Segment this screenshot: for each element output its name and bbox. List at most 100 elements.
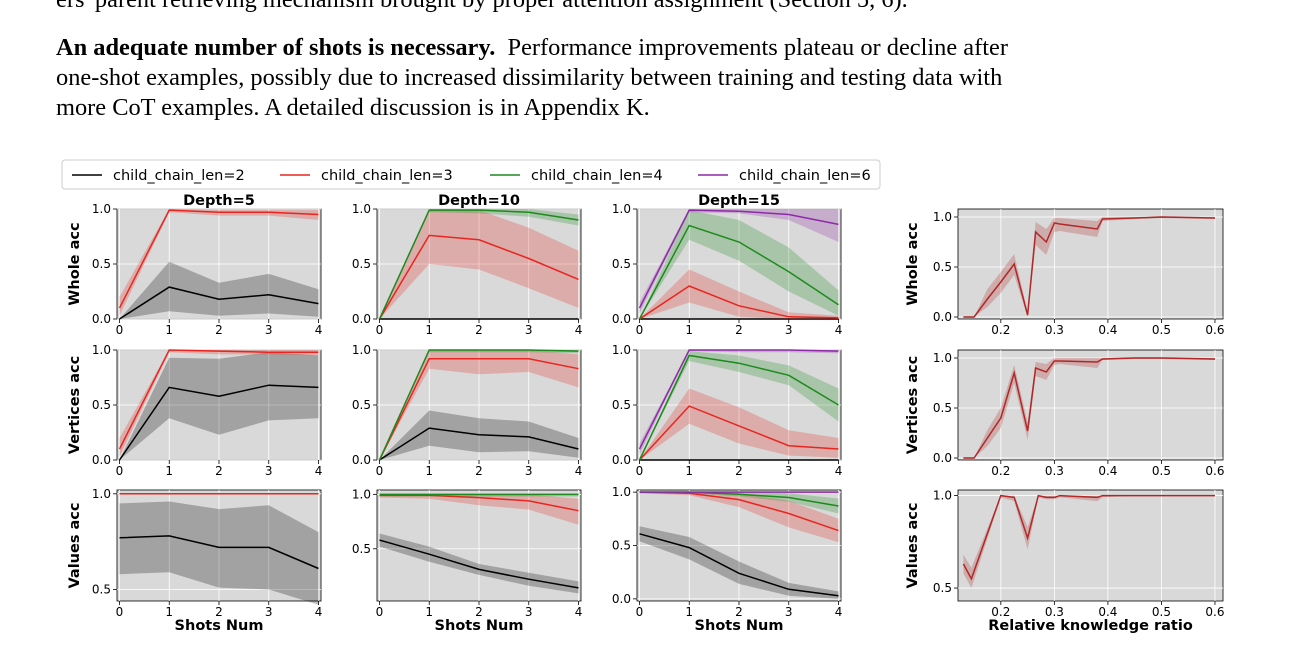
y-tick-label: 0.5 — [612, 398, 631, 412]
x-tick-label: 1 — [425, 605, 433, 619]
x-tick-label: 4 — [575, 605, 583, 619]
x-tick-label: 4 — [315, 605, 323, 619]
series-line-child_chain_len=3 — [638, 405, 839, 461]
confidence-band-child_chain_len=2 — [119, 352, 319, 460]
y-tick-label: 0.0 — [933, 310, 952, 324]
panel-depth10-vertices: 0 1 2 3 4 0.0 0.5 1.0 — [352, 343, 582, 478]
x-tick-label: 0 — [376, 323, 384, 337]
y-tick-label: 0.5 — [933, 401, 952, 415]
y-axis-label: Values acc — [905, 503, 921, 589]
y-tick-label: 0.0 — [612, 453, 631, 467]
x-tick-label: 0.3 — [1045, 464, 1064, 478]
confidence-band-child_chain_len=3 — [379, 210, 579, 319]
x-tick-label: 0.5 — [1152, 323, 1171, 337]
legend-frame — [61, 159, 881, 190]
confidence-band-child_chain_len=3 — [639, 492, 839, 543]
series-line-child_chain_len=3 — [118, 209, 319, 309]
y-tick-label: 0.5 — [92, 398, 111, 412]
x-tick-label: 1 — [685, 605, 693, 619]
panel-title: Depth=15 — [698, 193, 780, 209]
x-tick-label: 1 — [425, 323, 433, 337]
x-tick-label: 3 — [785, 605, 793, 619]
confidence-band-child_chain_len=4 — [639, 351, 839, 460]
y-tick-label: 0.0 — [352, 312, 371, 326]
confidence-band-child_chain_len=2 — [119, 501, 319, 605]
y-tick-label: 0.0 — [92, 312, 111, 326]
x-tick-label: 1 — [685, 464, 693, 478]
x-tick-label: 0.2 — [991, 605, 1010, 619]
confidence-band-ratio — [963, 217, 1215, 317]
y-tick-label: 1.0 — [612, 485, 631, 499]
y-axis-label: Whole acc — [67, 222, 83, 305]
x-tick-label: 1 — [165, 605, 173, 619]
x-tick-label: 0.5 — [1152, 605, 1171, 619]
x-tick-label: 0.5 — [1152, 464, 1171, 478]
confidence-band-child_chain_len=2 — [639, 526, 839, 599]
series-line-child_chain_len=2 — [119, 286, 319, 320]
y-tick-label: 0.5 — [352, 257, 371, 271]
y-tick-label: 0.5 — [933, 581, 952, 595]
x-tick-label: 0.4 — [1098, 464, 1117, 478]
y-tick-label: 0.0 — [612, 592, 631, 606]
legend-label: child_chain_len=2 — [113, 168, 245, 184]
x-tick-label: 1 — [685, 323, 693, 337]
x-tick-label: 2 — [215, 464, 223, 478]
y-tick-label: 0.5 — [92, 583, 111, 597]
x-tick-label: 0 — [636, 464, 644, 478]
y-tick-label: 1.0 — [92, 202, 111, 216]
y-tick-label: 1.0 — [92, 343, 111, 357]
x-tick-label: 3 — [265, 464, 273, 478]
text-line-3: more CoT examples. A detailed discussion… — [56, 94, 650, 121]
y-axis-label: Vertices acc — [905, 356, 921, 454]
x-tick-label: 4 — [575, 464, 583, 478]
y-tick-label: 0.0 — [612, 312, 631, 326]
panel-depth5-vertices: 0 1 2 3 4 0.0 0.5 1.0 Vertices acc — [67, 343, 322, 478]
x-tick-label: 0.4 — [1098, 323, 1117, 337]
confidence-band-child_chain_len=3 — [379, 494, 579, 525]
series-line-child_chain_len=6 — [638, 209, 839, 309]
confidence-band-child_chain_len=3 — [379, 350, 579, 460]
y-tick-label: 0.5 — [933, 260, 952, 274]
x-tick-label: 4 — [575, 323, 583, 337]
text-line-1: An adequate number of shots is necessary… — [56, 34, 1008, 62]
x-tick-label: 0 — [636, 323, 644, 337]
x-tick-label: 1 — [425, 464, 433, 478]
panel-depth10-values: 0 1 2 3 4 0.5 1.0 Shots Num — [352, 487, 582, 634]
series-line-child_chain_len=4 — [638, 354, 839, 461]
confidence-band-child_chain_len=4 — [379, 209, 579, 319]
series-line-child_chain_len=2 — [118, 384, 319, 461]
x-tick-label: 1 — [165, 323, 173, 337]
y-tick-label: 1.0 — [352, 487, 371, 501]
y-tick-label: 1.0 — [612, 343, 631, 357]
panel-depth15-whole: 0 1 2 3 4 0.0 0.5 1.0 Depth=15 — [612, 193, 842, 337]
x-tick-label: 3 — [525, 605, 533, 619]
series-line-child_chain_len=3 — [118, 349, 319, 450]
series-line-child_chain_len=3 — [639, 285, 839, 320]
legend-label: child_chain_len=4 — [531, 168, 663, 184]
x-tick-label: 3 — [525, 464, 533, 478]
x-tick-label: 0 — [376, 605, 384, 619]
confidence-band-child_chain_len=2 — [379, 533, 579, 594]
y-axis-label: Values acc — [67, 503, 83, 589]
legend: child_chain_len=2 child_chain_len=3 child_… — [61, 159, 881, 190]
y-tick-label: 1.0 — [92, 487, 111, 501]
x-axis-label: Shots Num — [175, 618, 264, 634]
x-tick-label: 4 — [835, 323, 843, 337]
y-tick-label: 1.0 — [352, 343, 371, 357]
series-line-ratio — [963, 357, 1216, 459]
x-tick-label: 0.2 — [991, 323, 1010, 337]
confidence-band-child_chain_len=4 — [639, 210, 839, 319]
x-tick-label: 0 — [116, 464, 124, 478]
legend-label: child_chain_len=3 — [321, 168, 453, 184]
text-line-0: ers' parent retrieving mechanism brought… — [56, 0, 908, 14]
x-tick-label: 2 — [215, 323, 223, 337]
x-tick-label: 2 — [215, 605, 223, 619]
legend-label: child_chain_len=6 — [739, 168, 871, 184]
series-line-child_chain_len=2 — [379, 427, 579, 461]
series-line-ratio — [962, 494, 1215, 581]
x-axis-label: Shots Num — [695, 618, 784, 634]
series-line-ratio — [963, 216, 1216, 318]
y-axis-label: Vertices acc — [67, 356, 83, 454]
series-line-child_chain_len=3 — [379, 494, 579, 512]
